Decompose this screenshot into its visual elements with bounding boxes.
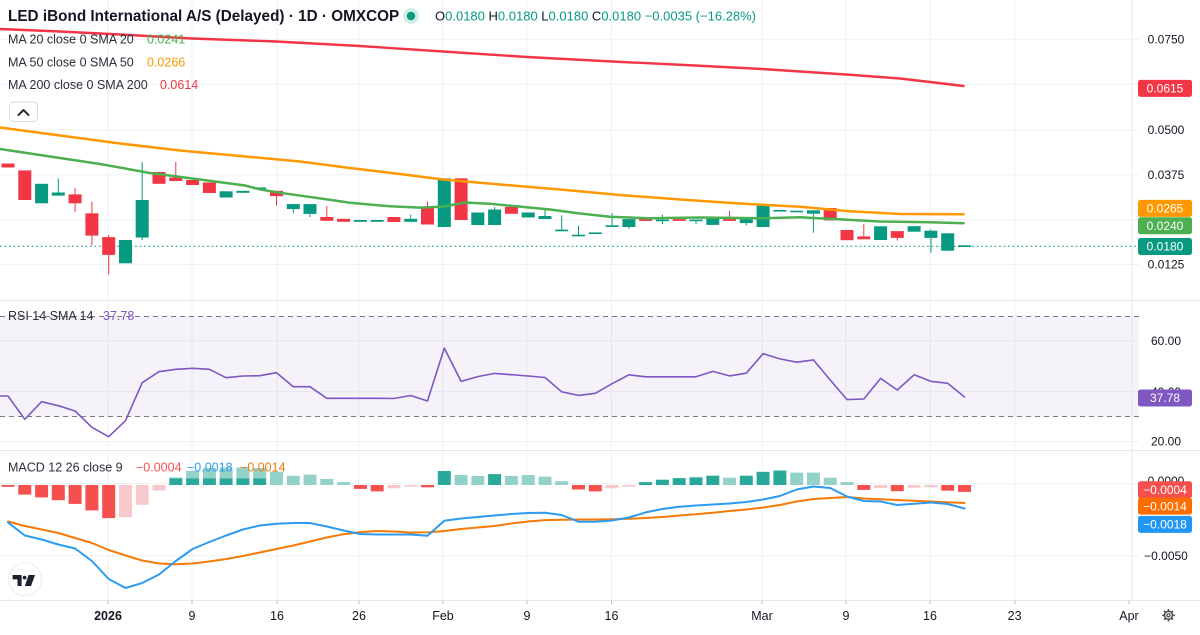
- svg-text:O0.0180 H0.0180 L0.0180 C0.018: O0.0180 H0.0180 L0.0180 C0.0180 −0.0035 …: [435, 9, 756, 24]
- svg-text:MA 20 close 0 SMA 20: MA 20 close 0 SMA 20: [8, 33, 134, 47]
- svg-text:0.0180: 0.0180: [1147, 240, 1184, 254]
- svg-text:−0.0018: −0.0018: [1143, 518, 1187, 532]
- svg-text:LED iBond International A/S (D: LED iBond International A/S (Delayed) · …: [8, 8, 399, 25]
- svg-text:16: 16: [270, 609, 284, 623]
- svg-text:0.0750: 0.0750: [1148, 33, 1185, 47]
- svg-text:−0.0004: −0.0004: [136, 461, 182, 475]
- svg-text:20.00: 20.00: [1151, 435, 1181, 449]
- svg-text:−0.0014: −0.0014: [1143, 499, 1187, 513]
- svg-text:MACD 12 26 close 9: MACD 12 26 close 9: [8, 461, 123, 475]
- svg-text:−0.0004: −0.0004: [1143, 483, 1187, 497]
- svg-text:26: 26: [352, 609, 366, 623]
- svg-text:0.0241: 0.0241: [147, 33, 185, 47]
- svg-text:−0.0018: −0.0018: [187, 461, 233, 475]
- svg-text:0.0240: 0.0240: [1147, 219, 1184, 233]
- svg-text:9: 9: [524, 609, 531, 623]
- svg-text:Feb: Feb: [432, 609, 454, 623]
- svg-text:MA 50 close 0 SMA 50: MA 50 close 0 SMA 50: [8, 55, 134, 69]
- svg-text:9: 9: [189, 609, 196, 623]
- svg-text:9: 9: [843, 609, 850, 623]
- svg-text:2026: 2026: [94, 609, 122, 623]
- svg-text:0.0615: 0.0615: [1147, 82, 1184, 96]
- svg-text:−0.0050: −0.0050: [1144, 549, 1188, 563]
- svg-text:Apr: Apr: [1119, 609, 1138, 623]
- svg-text:0.0614: 0.0614: [160, 78, 198, 92]
- svg-text:16: 16: [605, 609, 619, 623]
- svg-text:60.00: 60.00: [1151, 334, 1181, 348]
- svg-text:0.0266: 0.0266: [147, 55, 185, 69]
- svg-text:−0.0014: −0.0014: [240, 461, 286, 475]
- svg-text:16: 16: [923, 609, 937, 623]
- svg-text:MA 200 close 0 SMA 200: MA 200 close 0 SMA 200: [8, 78, 148, 92]
- svg-text:RSI 14 SMA 14: RSI 14 SMA 14: [8, 309, 94, 323]
- svg-text:37.78: 37.78: [1150, 391, 1180, 405]
- svg-text:23: 23: [1008, 609, 1022, 623]
- svg-text:37.78: 37.78: [103, 309, 134, 323]
- svg-text:0.0265: 0.0265: [1147, 202, 1184, 216]
- svg-text:Mar: Mar: [751, 609, 773, 623]
- svg-text:0.0125: 0.0125: [1148, 258, 1185, 272]
- svg-text:0.0375: 0.0375: [1148, 168, 1185, 182]
- svg-text:0.0500: 0.0500: [1148, 123, 1185, 137]
